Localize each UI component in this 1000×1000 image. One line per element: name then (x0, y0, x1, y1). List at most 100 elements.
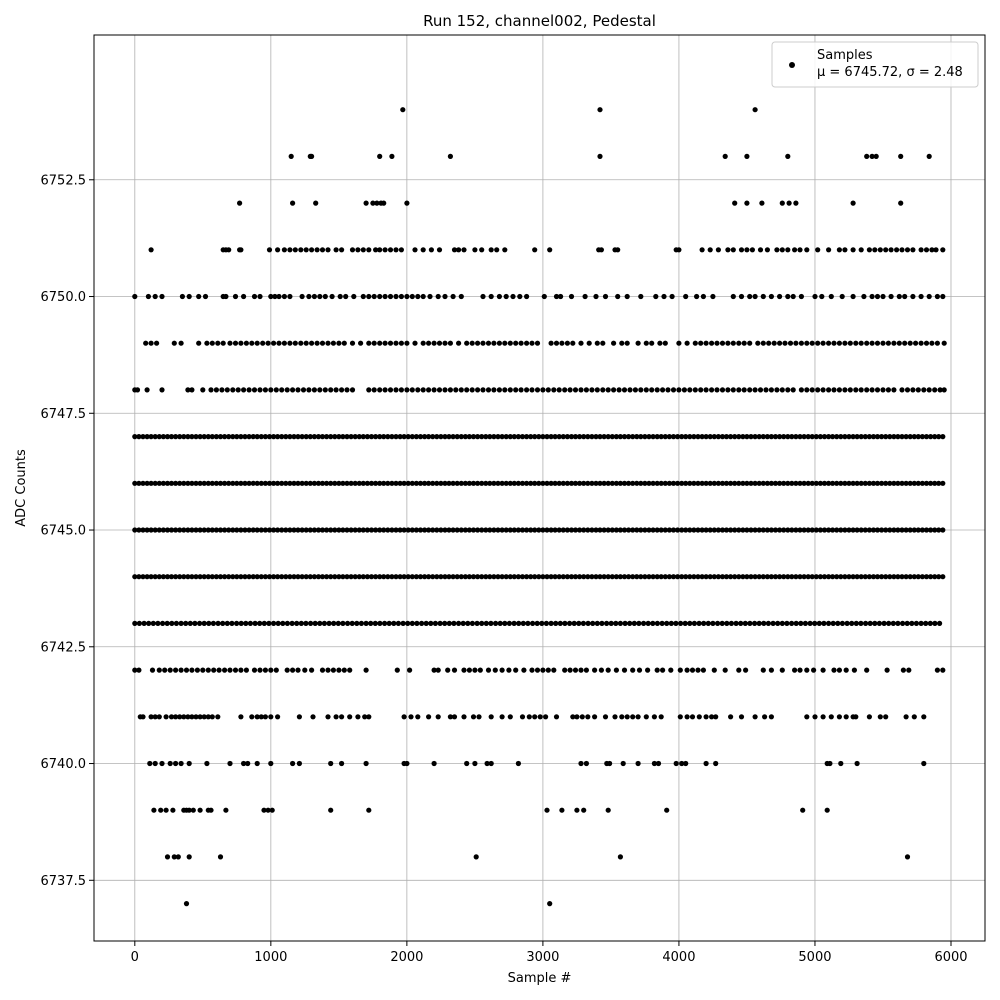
data-point (475, 434, 481, 440)
data-point (904, 387, 911, 393)
data-point (570, 340, 576, 346)
data-point (617, 434, 624, 440)
data-point (643, 714, 649, 720)
data-point (401, 480, 407, 486)
data-point (136, 667, 142, 673)
data-point (241, 760, 247, 767)
data-point (168, 714, 175, 720)
data-point (683, 574, 689, 580)
data-point (895, 480, 901, 486)
data-point (728, 574, 734, 580)
data-point (271, 620, 277, 627)
data-point (491, 527, 497, 533)
data-point (830, 620, 836, 627)
data-point (339, 247, 345, 253)
data-point (238, 667, 244, 673)
data-point (475, 387, 481, 393)
data-point (311, 293, 317, 300)
data-point (548, 620, 554, 627)
data-point (755, 340, 761, 346)
data-point (847, 340, 853, 346)
data-point (442, 480, 448, 486)
data-point (815, 387, 821, 393)
data-point (506, 620, 512, 627)
data-point (485, 340, 492, 346)
data-point (752, 480, 758, 486)
data-point (760, 434, 766, 440)
data-point (307, 434, 313, 440)
data-point (152, 760, 158, 767)
data-point (846, 480, 852, 486)
data-point (807, 620, 813, 627)
data-point (703, 387, 709, 393)
data-point (273, 667, 279, 673)
data-point (275, 620, 281, 627)
data-point (213, 387, 219, 393)
data-point (370, 200, 376, 206)
data-point (291, 480, 297, 486)
data-point (413, 527, 419, 533)
data-point (480, 293, 486, 300)
data-point (330, 667, 336, 673)
data-point (159, 293, 165, 300)
data-point (328, 760, 334, 767)
data-point (874, 527, 881, 533)
data-point (821, 574, 828, 580)
data-point (536, 480, 542, 486)
data-point (479, 574, 485, 580)
data-point (336, 527, 342, 533)
data-point (333, 387, 339, 393)
data-point (911, 574, 917, 580)
data-point (567, 667, 573, 673)
data-point (164, 574, 171, 580)
data-point (820, 387, 826, 393)
data-point (352, 574, 358, 580)
data-point (826, 620, 832, 627)
data-point (456, 620, 462, 627)
data-point (661, 293, 667, 300)
data-point (774, 247, 780, 253)
data-point (695, 480, 701, 486)
data-point (200, 667, 206, 673)
data-point (940, 434, 946, 440)
y-tick-label: 6737.5 (41, 874, 87, 889)
data-point (915, 387, 921, 393)
data-point (354, 620, 360, 627)
data-point (189, 527, 195, 533)
data-point (140, 527, 146, 533)
data-point (534, 620, 540, 627)
data-point (826, 340, 832, 346)
data-point (507, 434, 513, 440)
data-point (373, 434, 379, 440)
data-point (556, 434, 562, 440)
data-point (619, 714, 625, 720)
data-point (613, 527, 620, 533)
data-point (171, 340, 177, 346)
data-point (682, 620, 688, 627)
data-point (553, 293, 560, 300)
data-point (562, 620, 568, 627)
data-point (197, 714, 203, 720)
data-point (621, 434, 628, 440)
data-point (325, 714, 331, 720)
data-point (232, 340, 239, 346)
data-point (431, 760, 437, 767)
data-point (348, 527, 354, 533)
data-point (160, 480, 166, 486)
data-point (224, 387, 230, 393)
data-point (389, 434, 395, 440)
data-point (617, 854, 624, 860)
data-point (941, 340, 947, 346)
data-point (683, 760, 689, 767)
data-point (771, 340, 777, 346)
data-point (817, 434, 824, 440)
data-point (558, 293, 564, 300)
data-point (869, 293, 875, 300)
data-point (715, 574, 722, 580)
data-point (458, 387, 464, 393)
data-point (858, 387, 864, 393)
data-point (638, 434, 644, 440)
data-point (519, 480, 526, 486)
data-point (389, 153, 395, 159)
data-point (371, 293, 377, 300)
